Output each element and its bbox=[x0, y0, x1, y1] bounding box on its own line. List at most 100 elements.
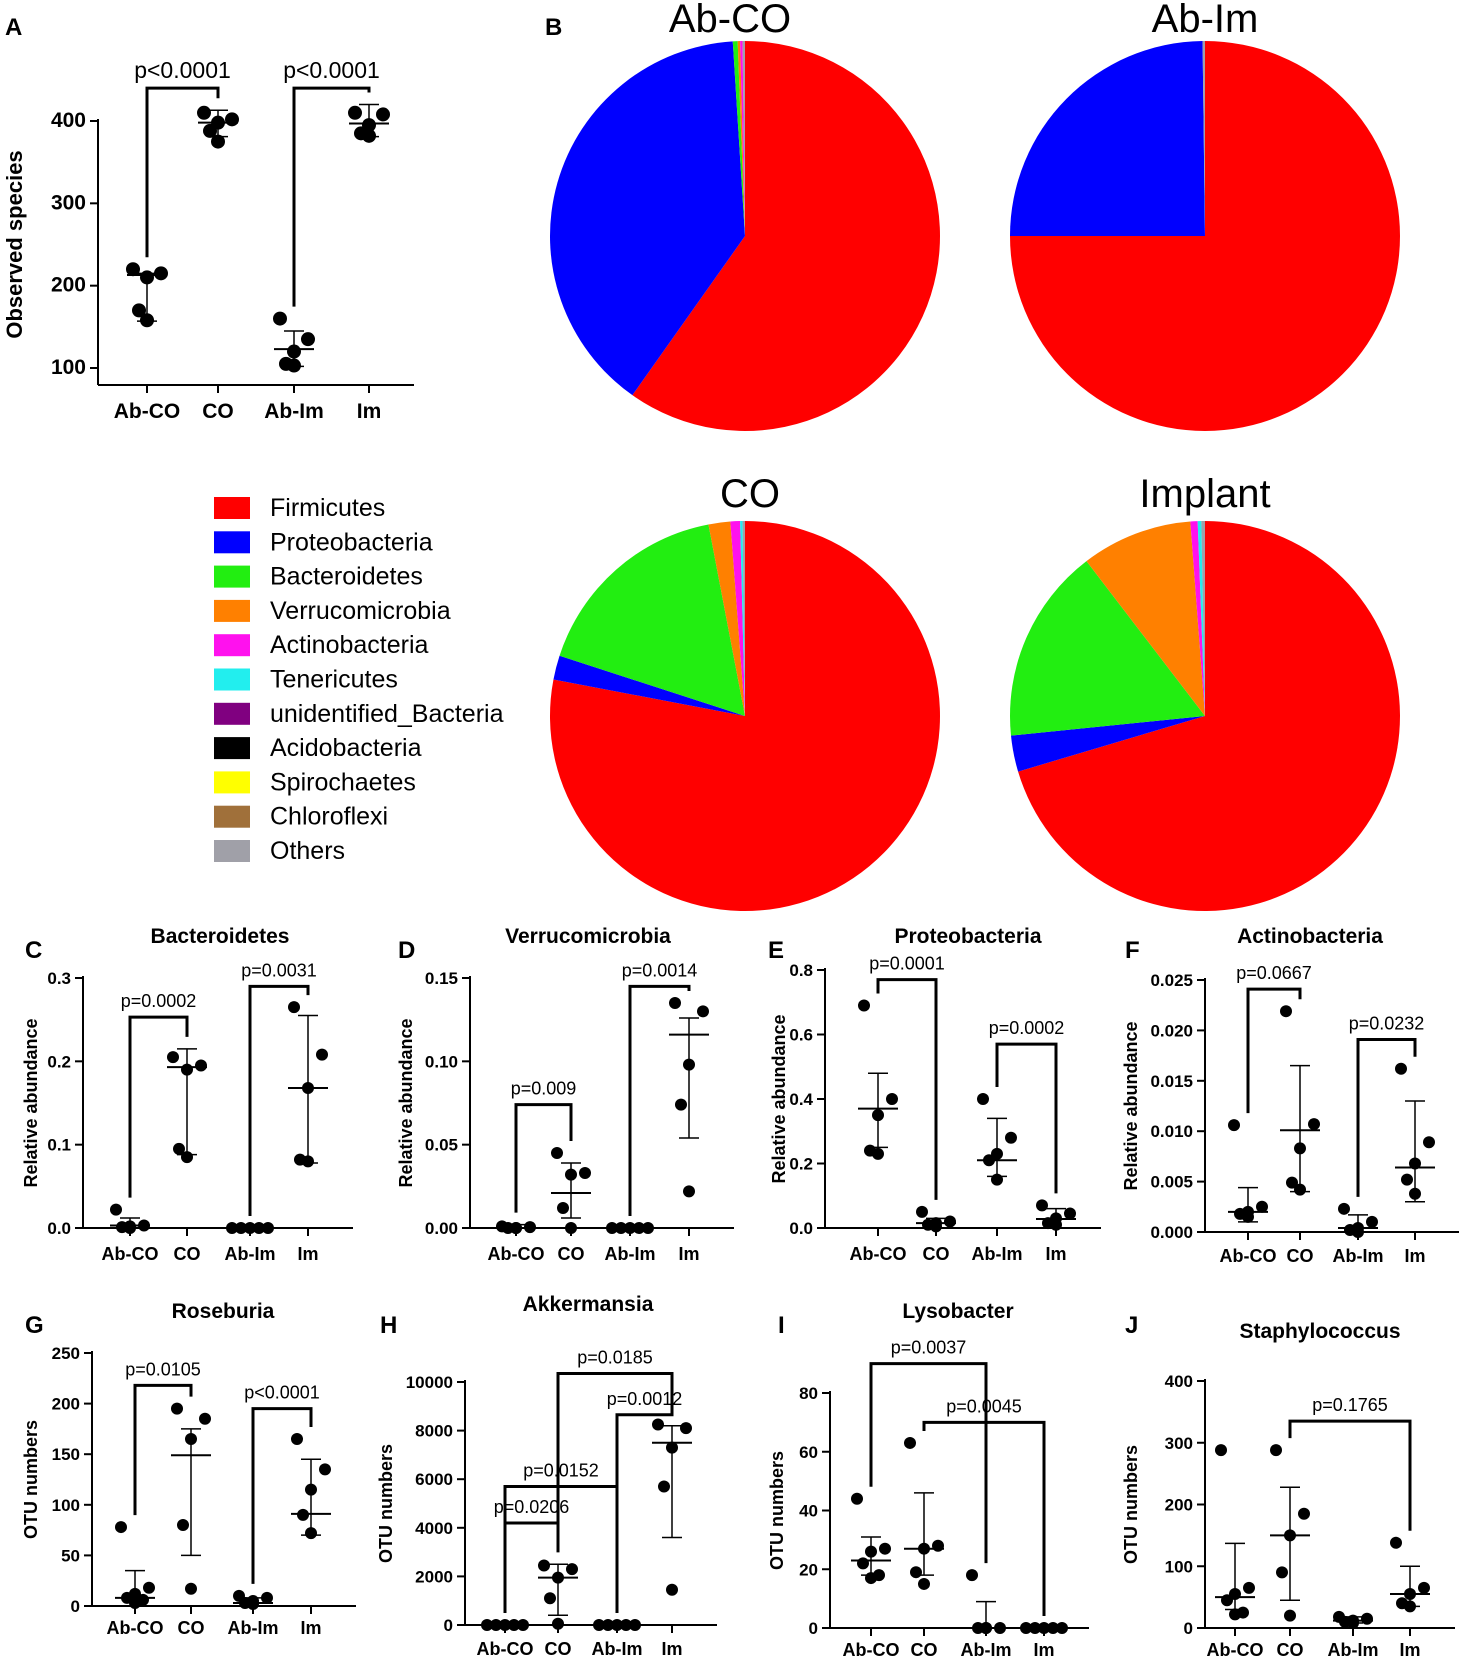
data-point bbox=[624, 1222, 636, 1234]
chart-title: Verrucomicrobia bbox=[505, 925, 671, 948]
data-point bbox=[273, 311, 287, 326]
legend-label: Actinobacteria bbox=[270, 631, 429, 659]
data-point bbox=[538, 1559, 550, 1572]
data-point bbox=[1404, 1588, 1416, 1601]
y-tick-label: 0.05 bbox=[425, 1136, 458, 1155]
legend-swatch bbox=[214, 668, 250, 691]
p-value-label: p=0.0232 bbox=[1349, 1013, 1425, 1033]
data-point bbox=[851, 1492, 863, 1505]
x-tick-label: CO bbox=[178, 1618, 205, 1638]
data-point bbox=[994, 1622, 1006, 1634]
data-point bbox=[1215, 1444, 1227, 1457]
x-tick-label: Ab-CO bbox=[102, 1244, 159, 1264]
pie-slice-bacteroidetes bbox=[559, 524, 745, 716]
legend-label: unidentified_Bacteria bbox=[270, 700, 504, 728]
pie-slice-actinobacteria bbox=[730, 521, 745, 716]
pie-slice-others bbox=[1202, 41, 1205, 236]
data-point bbox=[886, 1093, 898, 1105]
data-point bbox=[235, 1222, 247, 1234]
significance-bracket bbox=[995, 1042, 1058, 1194]
p-value-label: p=0.0667 bbox=[1236, 963, 1312, 983]
pie-title: Ab-Im bbox=[1152, 0, 1259, 41]
data-point bbox=[1352, 1226, 1364, 1238]
pie-slice-tenericutes bbox=[740, 521, 745, 716]
y-tick-label: 0.6 bbox=[789, 1026, 813, 1045]
y-axis-label: OTU numbers bbox=[376, 1444, 396, 1563]
data-point bbox=[983, 1154, 995, 1167]
data-point bbox=[932, 1539, 944, 1552]
data-point bbox=[980, 1622, 992, 1634]
y-tick-label: 0.010 bbox=[1150, 1122, 1193, 1141]
data-point bbox=[865, 1545, 877, 1558]
dot-plot-e: Proteobacteria Relative abundance 0.0 0.2 0.… bbox=[769, 925, 1101, 1264]
pie-chart-implant: Implant bbox=[1010, 472, 1400, 912]
data-point bbox=[1242, 1210, 1254, 1223]
x-tick-label: Ab-Im bbox=[225, 1244, 276, 1264]
x-tick-label: Ab-CO bbox=[843, 1640, 900, 1660]
y-tick-label: 0.000 bbox=[1150, 1223, 1193, 1242]
data-point bbox=[261, 1591, 273, 1604]
data-point bbox=[1423, 1136, 1435, 1149]
data-point bbox=[1276, 1566, 1288, 1579]
y-tick-label: 200 bbox=[51, 274, 86, 297]
data-point bbox=[226, 1222, 238, 1234]
data-point bbox=[579, 1167, 591, 1179]
x-tick-label: Ab-CO bbox=[107, 1618, 164, 1638]
data-point bbox=[1284, 1609, 1296, 1622]
data-point bbox=[225, 112, 239, 127]
legend-swatch bbox=[214, 702, 250, 725]
data-point bbox=[291, 1433, 303, 1446]
significance-bracket bbox=[556, 1371, 674, 1553]
y-tick-label: 100 bbox=[51, 356, 86, 379]
data-point bbox=[171, 1402, 183, 1415]
x-tick-label: CO bbox=[1287, 1246, 1314, 1266]
x-tick-label: Im bbox=[1399, 1640, 1420, 1660]
data-point bbox=[611, 1619, 623, 1631]
p-value-label: p=0.0002 bbox=[989, 1018, 1065, 1038]
dot-plot-c: Bacteroidetes Relative abundance 0.0 0.1 0.2… bbox=[21, 925, 353, 1264]
y-tick-label: 200 bbox=[1165, 1496, 1193, 1515]
y-axis-label: Relative abundance bbox=[21, 1018, 41, 1187]
data-point bbox=[362, 128, 376, 143]
dot-plot-a: Observed species 100 200 300 400 Ab-CO CO Ab-Im… bbox=[2, 57, 414, 423]
pie-slice-verrucomicrobia bbox=[1086, 521, 1205, 716]
data-point bbox=[490, 1619, 502, 1631]
data-point bbox=[376, 107, 390, 122]
p-value-label: p=0.1765 bbox=[1312, 1395, 1388, 1415]
chart-title: Proteobacteria bbox=[894, 925, 1041, 948]
x-tick-label: Ab-CO bbox=[1220, 1246, 1277, 1266]
y-tick-label: 250 bbox=[52, 1344, 80, 1363]
panel-letters: A B C D E F G H I J bbox=[5, 14, 1140, 1339]
dot-plot-d: Verrucomicrobia Relative abundance 0.00 0.0… bbox=[396, 925, 734, 1264]
data-point bbox=[991, 1173, 1003, 1186]
data-point bbox=[1020, 1622, 1032, 1634]
data-point bbox=[966, 1569, 978, 1582]
data-point bbox=[287, 358, 301, 373]
data-point bbox=[185, 1433, 197, 1446]
y-axis-label: OTU numbers bbox=[767, 1451, 787, 1570]
y-tick-label: 20 bbox=[799, 1560, 818, 1579]
data-point bbox=[633, 1222, 645, 1234]
y-tick-label: 50 bbox=[61, 1546, 80, 1565]
legend-swatch bbox=[214, 771, 250, 794]
p-value-label: p=0.0037 bbox=[891, 1338, 967, 1358]
legend-label: Chloroflexi bbox=[270, 803, 388, 831]
data-point bbox=[1361, 1612, 1373, 1625]
y-tick-label: 40 bbox=[799, 1502, 818, 1521]
dot-plot-i: Lysobacter OTU numbers 0 20 40 60 80 Ab-CO CO Ab-… bbox=[767, 1300, 1089, 1660]
data-point bbox=[669, 997, 681, 1009]
data-point bbox=[593, 1619, 605, 1631]
significance-bracket bbox=[922, 1420, 1046, 1616]
data-point bbox=[930, 1220, 942, 1233]
data-point bbox=[1401, 1173, 1413, 1186]
legend-swatch bbox=[214, 497, 250, 519]
data-point bbox=[1308, 1118, 1320, 1131]
y-tick-label: 0.15 bbox=[425, 969, 458, 988]
pie-title: Ab-CO bbox=[669, 0, 791, 41]
data-point bbox=[642, 1222, 654, 1234]
data-point bbox=[138, 1219, 150, 1232]
significance-bracket bbox=[869, 1362, 988, 1564]
significance-bracket bbox=[628, 984, 691, 1216]
y-axis-label: Relative abundance bbox=[396, 1018, 416, 1187]
